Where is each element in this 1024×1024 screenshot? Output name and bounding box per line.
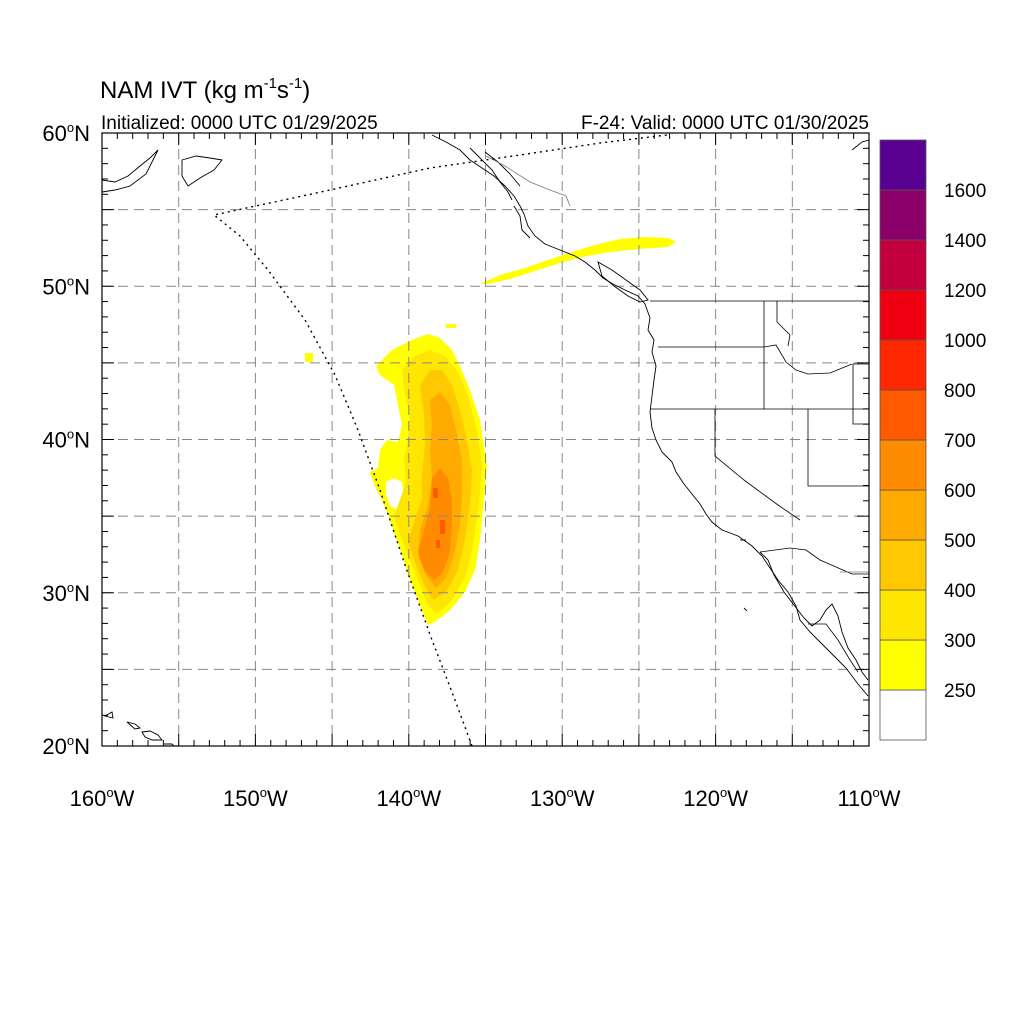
colorbar-label: 700 — [944, 431, 976, 452]
colorbar-label: 300 — [944, 631, 976, 652]
longitude-labels: 160oW 150oW 140oW 130oW 120oW 110oW — [70, 785, 901, 811]
lon-tick-label: 120oW — [683, 785, 748, 811]
political-borders — [650, 300, 869, 673]
colorbar-label: 600 — [944, 481, 976, 502]
ivt-contour-700 — [440, 520, 445, 534]
lat-tick-label: 50oN — [42, 273, 90, 299]
nam-domain-boundary — [212, 134, 668, 747]
colorbar-label: 250 — [944, 681, 976, 702]
graticule — [102, 133, 869, 746]
lon-tick-label: 140oW — [376, 785, 441, 811]
colorbar-swatch — [879, 139, 927, 191]
lon-tick-label: 150oW — [223, 785, 288, 811]
colorbar-label: 1400 — [944, 231, 986, 252]
lat-tick-label: 20oN — [42, 733, 90, 759]
lat-tick-label: 30oN — [42, 580, 90, 606]
colorbar-swatch — [879, 689, 927, 741]
colorbar — [879, 139, 927, 741]
latitude-labels: 60oN 50oN 40oN 30oN 20oN — [42, 120, 90, 759]
province-borders — [485, 155, 869, 573]
ivt-contour-700 — [433, 488, 438, 498]
colorbar-swatch — [879, 239, 927, 291]
coastlines — [102, 134, 869, 746]
colorbar-label: 400 — [944, 581, 976, 602]
ivt-contour-700 — [436, 540, 440, 548]
colorbar-swatch — [879, 389, 927, 441]
colorbar-swatch — [879, 489, 927, 541]
lon-tick-label: 130oW — [530, 785, 595, 811]
lat-tick-label: 40oN — [42, 427, 90, 453]
colorbar-label: 1000 — [944, 331, 986, 352]
lon-tick-label: 110oW — [837, 785, 900, 811]
axis-ticks — [101, 132, 870, 747]
colorbar-labels: 250 300 400 500 600 700 800 1000 1200 1400 1600 — [944, 181, 986, 702]
colorbar-swatch — [879, 339, 927, 391]
ivt-speck — [446, 324, 456, 328]
initialized-subtitle: Initialized: 0000 UTC 01/29/2025 — [101, 113, 378, 134]
colorbar-swatch — [879, 539, 927, 591]
colorbar-swatch — [879, 589, 927, 641]
lat-tick-label: 60oN — [42, 120, 90, 146]
ivt-speck — [305, 353, 313, 362]
colorbar-label: 1600 — [944, 181, 986, 202]
lon-tick-label: 160oW — [70, 785, 135, 811]
plot-title: NAM IVT (kg m-1s-1) — [100, 75, 310, 104]
colorbar-swatch — [879, 289, 927, 341]
colorbar-swatch — [879, 639, 927, 691]
ivt-contour-600 — [418, 468, 452, 580]
colorbar-label: 1200 — [944, 281, 986, 302]
map-panel: 60oN 50oN 40oN 30oN 20oN 160oW 150oW 140oW 130o… — [42, 120, 900, 811]
valid-time-subtitle: F-24: Valid: 0000 UTC 01/30/2025 — [581, 113, 869, 134]
colorbar-label: 800 — [944, 381, 976, 402]
colorbar-swatch — [879, 189, 927, 241]
ivt-band-north — [480, 237, 676, 284]
colorbar-label: 500 — [944, 531, 976, 552]
colorbar-swatch — [879, 439, 927, 491]
